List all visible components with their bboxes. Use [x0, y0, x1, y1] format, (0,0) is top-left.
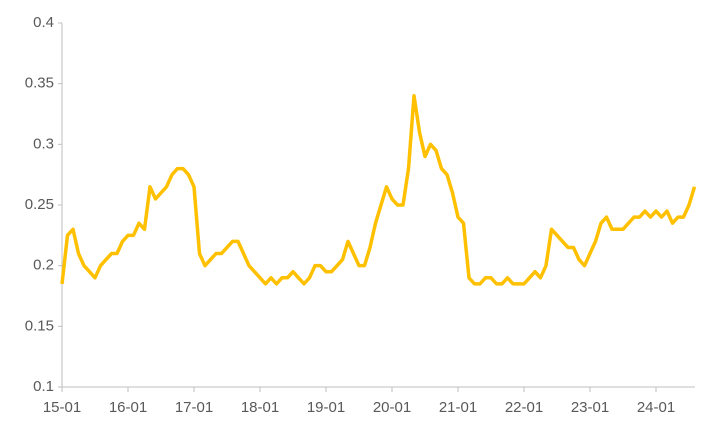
- x-tick-label: 21-01: [439, 399, 477, 416]
- x-tick-label: 18-01: [241, 399, 279, 416]
- y-tick-label: 0.15: [25, 317, 54, 334]
- y-tick-label: 0.1: [33, 378, 54, 395]
- x-tick-label: 19-01: [307, 399, 345, 416]
- x-tick-label: 17-01: [175, 399, 213, 416]
- y-tick-label: 0.35: [25, 75, 54, 92]
- line-series: [60, 94, 697, 286]
- y-tick-label: 0.4: [33, 14, 54, 31]
- y-tick-label: 0.3: [33, 135, 54, 152]
- x-tick-label: 23-01: [571, 399, 609, 416]
- x-tick-label: 16-01: [109, 399, 147, 416]
- x-tick-label: 20-01: [373, 399, 411, 416]
- x-tick-label: 24-01: [637, 399, 675, 416]
- y-tick-label: 0.2: [33, 257, 54, 274]
- x-tick-label: 22-01: [505, 399, 543, 416]
- x-tick-label: 15-01: [43, 399, 81, 416]
- y-tick-label: 0.25: [25, 196, 54, 213]
